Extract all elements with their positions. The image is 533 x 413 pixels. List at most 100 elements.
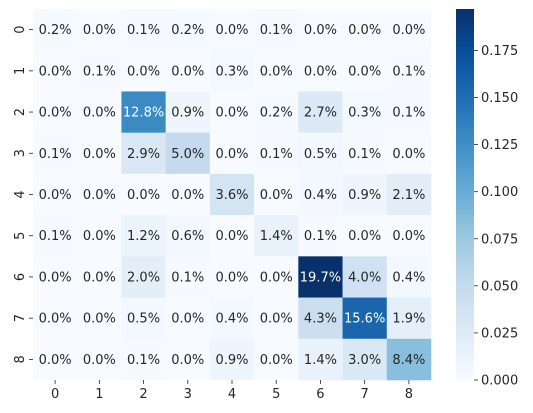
- heatmap-annotations: 0.2% 0.0% 0.1% 0.2% 0.0% 0.1% 0.0% 0.0% 0.0% 0.0%…: [39, 23, 426, 368]
- colorbar-tick-label: 0.000: [481, 374, 518, 389]
- y-tick-label: 7: [13, 314, 28, 322]
- cell-annotation: 0.0%: [304, 23, 337, 38]
- cell-annotation: 0.0%: [348, 229, 381, 244]
- cell-annotation: 1.2%: [127, 229, 160, 244]
- cell-annotation: 0.0%: [215, 147, 248, 162]
- x-axis: 0 1 2 3 4 5 6 7 8: [51, 380, 413, 402]
- cell-annotation: 0.3%: [215, 64, 248, 79]
- cell-annotation: 0.0%: [392, 147, 425, 162]
- y-tick-label: 5: [13, 232, 28, 240]
- cell-annotation: 0.1%: [260, 23, 293, 38]
- cell-annotation: 1.4%: [260, 229, 293, 244]
- x-tick-label: 8: [405, 387, 413, 402]
- cell-annotation: 0.0%: [83, 229, 116, 244]
- cell-annotation: 0.0%: [127, 64, 160, 79]
- cell-annotation: 0.0%: [260, 270, 293, 285]
- cell-annotation: 2.7%: [304, 106, 337, 121]
- cell-annotation: 0.0%: [392, 229, 425, 244]
- cell-annotation: 0.0%: [83, 353, 116, 368]
- y-tick-label: 0: [13, 25, 28, 33]
- cell-annotation: 0.0%: [171, 188, 204, 203]
- colorbar-tick-label: 0.125: [481, 138, 518, 153]
- cell-annotation: 0.2%: [260, 106, 293, 121]
- cell-annotation: 0.0%: [39, 64, 72, 79]
- cell-annotation: 0.0%: [39, 188, 72, 203]
- cell-annotation: 0.0%: [83, 147, 116, 162]
- x-tick-label: 6: [316, 387, 324, 402]
- cell-annotation: 1.4%: [304, 353, 337, 368]
- cell-annotation: 3.0%: [348, 353, 381, 368]
- colorbar-tick-label: 0.075: [481, 232, 518, 247]
- y-tick-label: 6: [13, 273, 28, 281]
- cell-annotation: 12.8%: [123, 106, 164, 121]
- cell-annotation: 2.1%: [392, 188, 425, 203]
- cell-annotation: 0.5%: [127, 312, 160, 327]
- cell-annotation: 4.3%: [304, 312, 337, 327]
- cell-annotation: 0.0%: [171, 312, 204, 327]
- colorbar: 0.000 0.025 0.050 0.075 0.100 0.125 0.150 0.175: [456, 9, 518, 389]
- cell-annotation: 0.0%: [83, 312, 116, 327]
- cell-annotation: 0.1%: [171, 270, 204, 285]
- cell-annotation: 0.1%: [392, 64, 425, 79]
- x-tick-label: 1: [95, 387, 103, 402]
- colorbar-tick-label: 0.175: [481, 44, 518, 59]
- cell-annotation: 0.1%: [127, 353, 160, 368]
- cell-annotation: 0.0%: [260, 312, 293, 327]
- cell-annotation: 0.0%: [260, 353, 293, 368]
- cell-annotation: 0.9%: [215, 353, 248, 368]
- cell-annotation: 4.0%: [348, 270, 381, 285]
- cell-annotation: 0.4%: [304, 188, 337, 203]
- cell-annotation: 0.4%: [215, 312, 248, 327]
- cell-annotation: 0.0%: [215, 229, 248, 244]
- x-tick-label: 7: [361, 387, 369, 402]
- cell-annotation: 0.1%: [127, 23, 160, 38]
- cell-annotation: 0.3%: [348, 106, 381, 121]
- cell-annotation: 0.0%: [348, 64, 381, 79]
- cell-annotation: 0.0%: [304, 64, 337, 79]
- cell-annotation: 2.0%: [127, 270, 160, 285]
- x-tick-label: 0: [51, 387, 59, 402]
- cell-annotation: 0.0%: [83, 23, 116, 38]
- cell-annotation: 0.0%: [39, 312, 72, 327]
- cell-annotation: 8.4%: [392, 353, 425, 368]
- colorbar-tick-label: 0.100: [481, 185, 518, 200]
- cell-annotation: 19.7%: [300, 270, 341, 285]
- x-tick-label: 3: [184, 387, 192, 402]
- cell-annotation: 0.1%: [304, 229, 337, 244]
- x-tick-label: 2: [139, 387, 147, 402]
- cell-annotation: 0.0%: [39, 353, 72, 368]
- cell-annotation: 0.0%: [260, 188, 293, 203]
- x-tick-label: 5: [272, 387, 280, 402]
- y-tick-label: 3: [13, 149, 28, 157]
- cell-annotation: 0.0%: [215, 23, 248, 38]
- cell-annotation: 0.0%: [171, 64, 204, 79]
- y-tick-label: 1: [13, 67, 28, 75]
- cell-annotation: 0.4%: [392, 270, 425, 285]
- cell-annotation: 0.1%: [39, 147, 72, 162]
- cell-annotation: 0.0%: [215, 106, 248, 121]
- cell-annotation: 15.6%: [344, 312, 385, 327]
- colorbar-tick-label: 0.050: [481, 279, 518, 294]
- cell-annotation: 2.9%: [127, 147, 160, 162]
- cell-annotation: 5.0%: [171, 147, 204, 162]
- y-axis: 012345678: [13, 25, 33, 363]
- colorbar-tick-label: 0.025: [481, 326, 518, 341]
- y-tick-label: 4: [13, 190, 28, 198]
- cell-annotation: 0.1%: [39, 229, 72, 244]
- x-tick-label: 4: [228, 387, 236, 402]
- cell-annotation: 0.0%: [83, 188, 116, 203]
- cell-annotation: 0.0%: [348, 23, 381, 38]
- cell-annotation: 1.9%: [392, 312, 425, 327]
- cell-annotation: 0.1%: [348, 147, 381, 162]
- y-tick-label: 8: [13, 355, 28, 363]
- cell-annotation: 0.1%: [83, 64, 116, 79]
- cell-annotation: 0.0%: [83, 106, 116, 121]
- colorbar-tick-label: 0.150: [481, 91, 518, 106]
- cell-annotation: 0.1%: [260, 147, 293, 162]
- cell-annotation: 0.9%: [171, 106, 204, 121]
- cell-annotation: 3.6%: [215, 188, 248, 203]
- cell-annotation: 0.0%: [39, 270, 72, 285]
- cell-annotation: 0.0%: [260, 64, 293, 79]
- cell-annotation: 0.0%: [127, 188, 160, 203]
